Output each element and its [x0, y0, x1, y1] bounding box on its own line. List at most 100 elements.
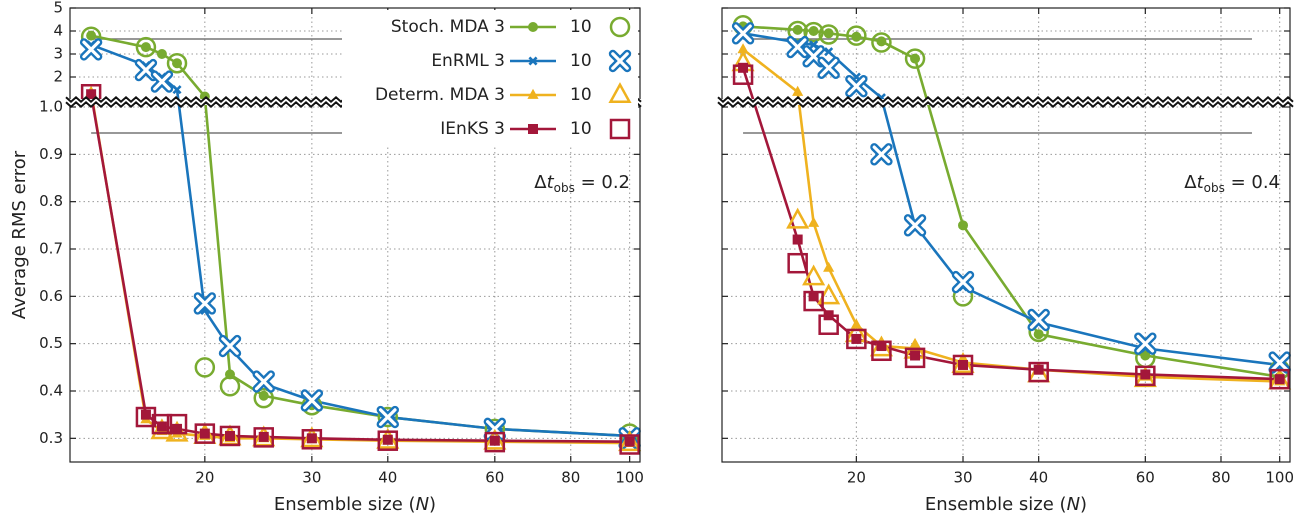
marker: [851, 31, 862, 42]
annotation-part: t: [1197, 172, 1205, 193]
marker: [224, 430, 235, 441]
y-tick-label: 5: [53, 0, 63, 17]
legend-label: 10: [570, 119, 592, 139]
x-axis-label: Ensemble size (N): [274, 494, 436, 515]
marker-stroke: [824, 47, 834, 57]
marker: [904, 48, 926, 69]
marker-stroke: [788, 38, 807, 56]
marker: [732, 64, 754, 85]
marker: [787, 20, 808, 42]
marker: [194, 423, 216, 444]
marker: [219, 425, 241, 447]
marker: [1140, 369, 1151, 380]
marker: [86, 30, 97, 41]
marker: [134, 58, 158, 82]
marker: [140, 42, 151, 53]
annotation-part: Δ: [534, 172, 547, 193]
marker: [1269, 368, 1290, 390]
x-axis-label-part: Ensemble size (: [925, 494, 1067, 515]
x-tick-label: 80: [561, 469, 580, 487]
x-tick-label: 80: [1211, 469, 1230, 487]
marker: [306, 433, 317, 444]
y-tick-label: 0.3: [39, 429, 63, 447]
marker: [79, 38, 103, 61]
marker-stroke: [611, 52, 629, 70]
annotation-part: obs: [554, 181, 575, 195]
marker: [1033, 364, 1044, 375]
marker: [808, 26, 819, 36]
y-tick-label: 4: [53, 22, 63, 40]
y-tick-label: 1.0: [39, 98, 63, 116]
x-tick-label: 30: [953, 469, 972, 487]
x-tick-label: 100: [615, 469, 644, 487]
marker: [1135, 365, 1156, 387]
marker: [1268, 351, 1291, 374]
plot-frame: [721, 7, 1291, 463]
marker: [1274, 374, 1285, 385]
axis-break: [717, 100, 1294, 109]
x-tick-label: 40: [378, 469, 397, 487]
x-axis-label-part: ): [1080, 494, 1087, 515]
marker-stroke: [1029, 311, 1048, 329]
x-tick-label: 30: [302, 469, 321, 487]
marker-stroke: [809, 40, 819, 50]
marker-stroke: [221, 337, 239, 355]
marker: [253, 387, 274, 409]
marker: [787, 252, 808, 274]
x-axis-label-part: Ensemble size (: [274, 494, 416, 515]
marker-stroke: [378, 408, 397, 426]
x-tick-label: 100: [1265, 469, 1294, 487]
y-tick-label: 3: [53, 45, 63, 63]
x-tick-label: 60: [485, 469, 504, 487]
x-tick-label: 20: [847, 469, 866, 487]
marker: [609, 16, 631, 38]
marker: [624, 436, 635, 447]
y-tick-label: 0.6: [39, 287, 63, 305]
axis-break-gap: [718, 99, 1294, 105]
x-tick-label: 40: [1029, 469, 1048, 487]
marker: [951, 270, 975, 294]
marker: [846, 25, 867, 46]
marker-stroke: [1270, 353, 1289, 372]
marker: [792, 24, 803, 35]
marker: [731, 22, 755, 45]
annotation-part: t: [547, 172, 555, 193]
marker: [792, 234, 803, 245]
x-axis-label-part: N: [1067, 494, 1080, 515]
marker: [910, 53, 921, 64]
marker: [258, 390, 269, 401]
legend-label: IEnKS 3: [440, 119, 505, 139]
marker: [140, 409, 151, 420]
marker: [301, 429, 323, 450]
marker: [300, 389, 324, 412]
marker: [786, 35, 809, 59]
marker: [377, 430, 399, 451]
marker: [199, 428, 210, 439]
y-axis-label: Average RMS error: [9, 150, 30, 319]
x-tick-label: 60: [1136, 469, 1155, 487]
x-axis-label-part: ): [429, 494, 436, 515]
marker: [851, 333, 862, 344]
marker: [823, 261, 835, 272]
marker: [135, 406, 157, 428]
y-tick-label: 2: [53, 68, 63, 86]
marker: [253, 427, 274, 448]
marker-stroke: [819, 58, 838, 77]
marker: [376, 405, 399, 429]
axis-break: [717, 95, 1294, 104]
marker: [528, 124, 538, 134]
marker: [609, 118, 631, 140]
series-line: [741, 67, 1280, 381]
marker: [135, 36, 157, 58]
marker: [172, 58, 183, 69]
marker: [194, 357, 216, 378]
marker: [218, 334, 242, 358]
marker: [958, 359, 969, 370]
legend-label: EnRML 3: [431, 51, 505, 71]
marker: [958, 220, 969, 231]
marker: [818, 314, 839, 335]
plot-frame: [69, 7, 641, 463]
marker-stroke: [172, 85, 182, 95]
marker: [484, 431, 506, 453]
